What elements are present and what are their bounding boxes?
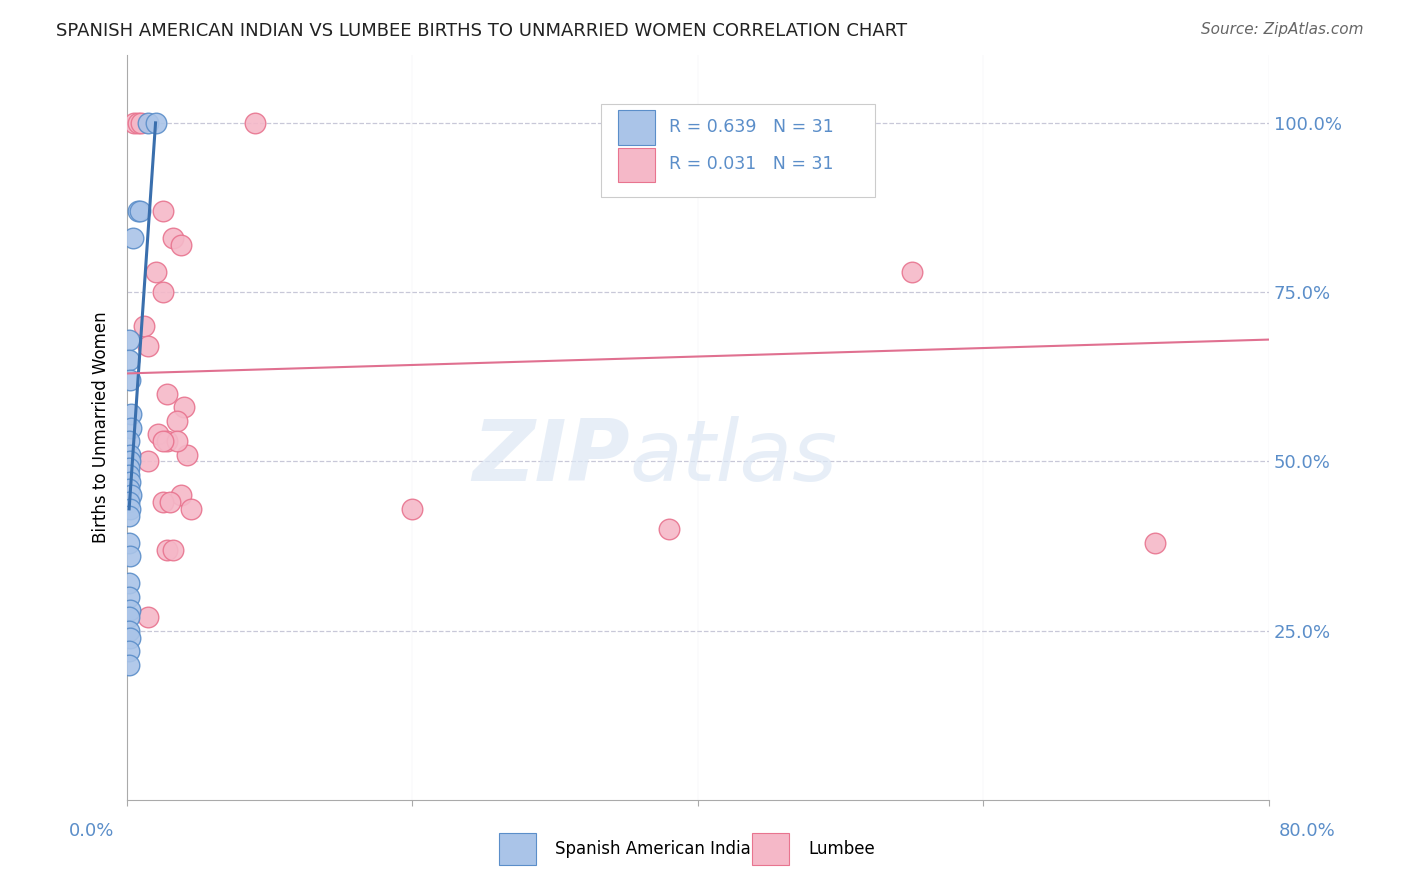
Point (173, 401, 195, 415)
Point (118, 610, 141, 624)
Point (118, 454, 141, 468)
Point (156, 386, 179, 401)
Point (159, 495, 181, 509)
Point (127, 116, 149, 130)
Point (118, 333, 141, 347)
Point (145, 265, 167, 279)
Point (118, 461, 141, 475)
Point (176, 448, 198, 462)
Point (118, 482, 141, 496)
Point (134, 319, 156, 334)
Point (138, 610, 160, 624)
FancyBboxPatch shape (600, 103, 875, 196)
Point (118, 434, 141, 449)
Point (152, 434, 174, 449)
Point (128, 203, 150, 218)
Y-axis label: Births to Unmarried Women: Births to Unmarried Women (93, 312, 110, 543)
Text: Source: ZipAtlas.com: Source: ZipAtlas.com (1201, 22, 1364, 37)
Point (118, 535, 141, 549)
Point (118, 603, 141, 617)
Point (156, 434, 179, 449)
Point (166, 434, 188, 449)
Point (120, 407, 142, 421)
Point (118, 576, 141, 591)
Point (127, 203, 149, 218)
Point (1143, 535, 1166, 549)
Point (129, 116, 152, 130)
Point (152, 203, 174, 218)
Point (118, 624, 141, 638)
Point (162, 542, 184, 557)
Point (118, 495, 141, 509)
FancyBboxPatch shape (619, 111, 655, 145)
Point (401, 501, 423, 516)
Point (118, 501, 141, 516)
Point (170, 237, 193, 252)
Text: SPANISH AMERICAN INDIAN VS LUMBEE BIRTHS TO UNMARRIED WOMEN CORRELATION CHART: SPANISH AMERICAN INDIAN VS LUMBEE BIRTHS… (56, 22, 907, 40)
Point (901, 265, 924, 279)
Point (658, 522, 681, 536)
Point (120, 420, 142, 434)
Text: Lumbee: Lumbee (808, 840, 875, 858)
Point (118, 475, 141, 489)
Point (170, 488, 193, 502)
Point (166, 414, 188, 428)
Point (162, 231, 184, 245)
Point (152, 495, 174, 509)
Point (118, 468, 141, 483)
Point (118, 373, 141, 387)
Point (120, 488, 142, 502)
Text: Spanish American Indians: Spanish American Indians (555, 840, 770, 858)
Point (138, 339, 160, 353)
Point (118, 657, 141, 672)
Text: atlas: atlas (630, 416, 838, 499)
Point (118, 448, 141, 462)
Point (138, 454, 160, 468)
Point (148, 427, 170, 442)
Point (152, 285, 174, 300)
Point (118, 549, 141, 564)
Point (118, 644, 141, 658)
Point (121, 231, 143, 245)
Text: 0.0%: 0.0% (69, 822, 114, 840)
Text: R = 0.639   N = 31: R = 0.639 N = 31 (669, 118, 834, 136)
FancyBboxPatch shape (619, 147, 655, 182)
Point (118, 508, 141, 523)
Point (245, 116, 267, 130)
Point (118, 590, 141, 604)
Point (145, 116, 167, 130)
Point (122, 116, 145, 130)
Point (118, 631, 141, 645)
Point (118, 352, 141, 367)
Text: ZIP: ZIP (472, 416, 630, 499)
Point (180, 501, 202, 516)
Text: 80.0%: 80.0% (1279, 822, 1336, 840)
Point (138, 116, 160, 130)
Point (156, 542, 179, 557)
Text: R = 0.031   N = 31: R = 0.031 N = 31 (669, 155, 834, 173)
